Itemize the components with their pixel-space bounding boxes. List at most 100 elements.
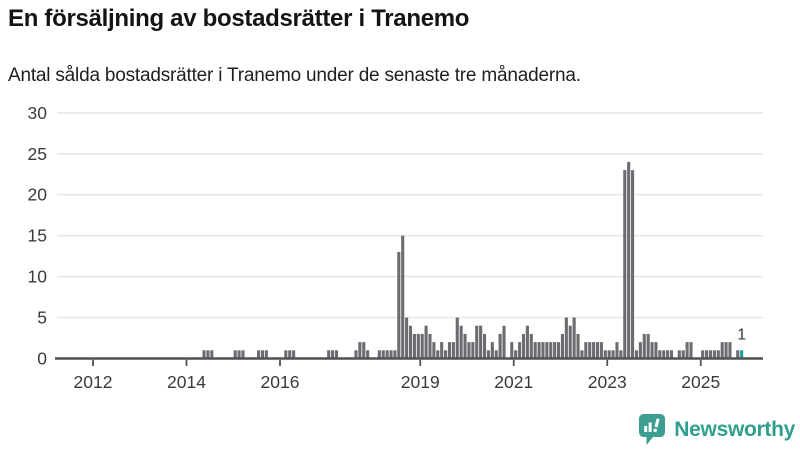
- bar: [502, 325, 506, 359]
- bar: [662, 350, 666, 359]
- bar: [444, 350, 448, 359]
- bar: [588, 342, 592, 359]
- bar: [631, 170, 635, 359]
- bar: [288, 350, 292, 359]
- bar: [705, 350, 709, 359]
- bar: [241, 350, 245, 359]
- y-axis-label: 30: [28, 103, 48, 123]
- bar: [724, 342, 728, 359]
- bar: [397, 252, 401, 359]
- bar: [479, 325, 483, 359]
- bar: [599, 342, 603, 359]
- bar: [592, 342, 596, 359]
- bar: [334, 350, 339, 359]
- bar: [206, 350, 210, 359]
- bar: [576, 333, 580, 359]
- speech-bubble-shape: [639, 414, 666, 445]
- bar: [603, 350, 607, 359]
- bar: [486, 350, 490, 359]
- x-axis-label: 2012: [74, 372, 113, 392]
- y-axis-label: 25: [28, 144, 47, 164]
- bar: [440, 342, 444, 359]
- bar: [533, 342, 537, 359]
- bar: [646, 333, 650, 359]
- bar: [611, 350, 615, 359]
- bar: [638, 342, 642, 359]
- bar: [405, 317, 409, 359]
- bar: [432, 342, 436, 359]
- bar: [545, 342, 549, 359]
- bar: [475, 325, 479, 359]
- bar: [572, 317, 576, 359]
- bar: [455, 317, 459, 359]
- bar: [401, 235, 405, 359]
- y-axis-label: 20: [28, 185, 48, 205]
- bar: [257, 350, 261, 359]
- highlighted-bar: [740, 350, 744, 359]
- bar: [510, 342, 514, 359]
- bar: [354, 350, 358, 359]
- bar: [292, 350, 296, 359]
- bar: [284, 350, 288, 359]
- y-axis-label: 15: [28, 226, 47, 246]
- bar: [736, 350, 740, 359]
- bar: [385, 350, 389, 359]
- bar: [560, 333, 564, 359]
- bar: [389, 350, 393, 359]
- bar: [685, 342, 689, 359]
- bar: [416, 333, 420, 359]
- x-axis-label: 2014: [167, 372, 206, 392]
- bar: [482, 333, 487, 359]
- bar: [642, 333, 646, 359]
- bar: [728, 342, 732, 359]
- bar: [210, 350, 214, 359]
- bar: [490, 342, 494, 359]
- bar: [358, 342, 362, 359]
- bar: [557, 342, 561, 359]
- page-title: En försäljning av bostadsrätter i Tranem…: [8, 5, 470, 32]
- bar: [525, 325, 529, 359]
- x-axis-label: 2025: [681, 372, 720, 392]
- bar: [666, 350, 670, 359]
- bar: [436, 350, 440, 359]
- bar: [681, 350, 685, 359]
- bar: [331, 350, 335, 359]
- bar: [233, 350, 237, 359]
- bar: [264, 350, 268, 359]
- bar: [381, 350, 385, 359]
- bar: [584, 342, 588, 359]
- bar: [650, 342, 654, 359]
- bar: [716, 350, 720, 359]
- x-axis-label: 2019: [401, 372, 440, 392]
- bar: [627, 161, 631, 359]
- bar: [521, 333, 526, 359]
- bar: [549, 342, 553, 359]
- bar: [420, 333, 424, 359]
- bar: [580, 350, 584, 359]
- bar: [412, 333, 416, 359]
- bar: [260, 350, 265, 359]
- bar: [634, 350, 639, 359]
- bar: [377, 350, 381, 359]
- bar: [459, 325, 463, 359]
- newsworthy-logo-icon: [639, 414, 666, 445]
- bar: [518, 342, 522, 359]
- bar: [463, 333, 467, 359]
- bar: [564, 317, 568, 359]
- bar: [623, 170, 627, 359]
- bar: [393, 350, 397, 359]
- bar: [677, 350, 681, 359]
- bar: [669, 350, 674, 359]
- bar: [237, 350, 241, 359]
- mini-bar-1: [644, 426, 648, 432]
- bar: [494, 350, 498, 359]
- bar: [607, 350, 611, 359]
- y-axis-label: 10: [28, 267, 48, 287]
- bar: [720, 342, 724, 359]
- bar: [553, 342, 557, 359]
- exclamation-glyph: [653, 418, 660, 433]
- bar: [498, 333, 502, 359]
- bar: [712, 350, 716, 359]
- newsworthy-logo[interactable]: Newsworthy: [638, 413, 795, 446]
